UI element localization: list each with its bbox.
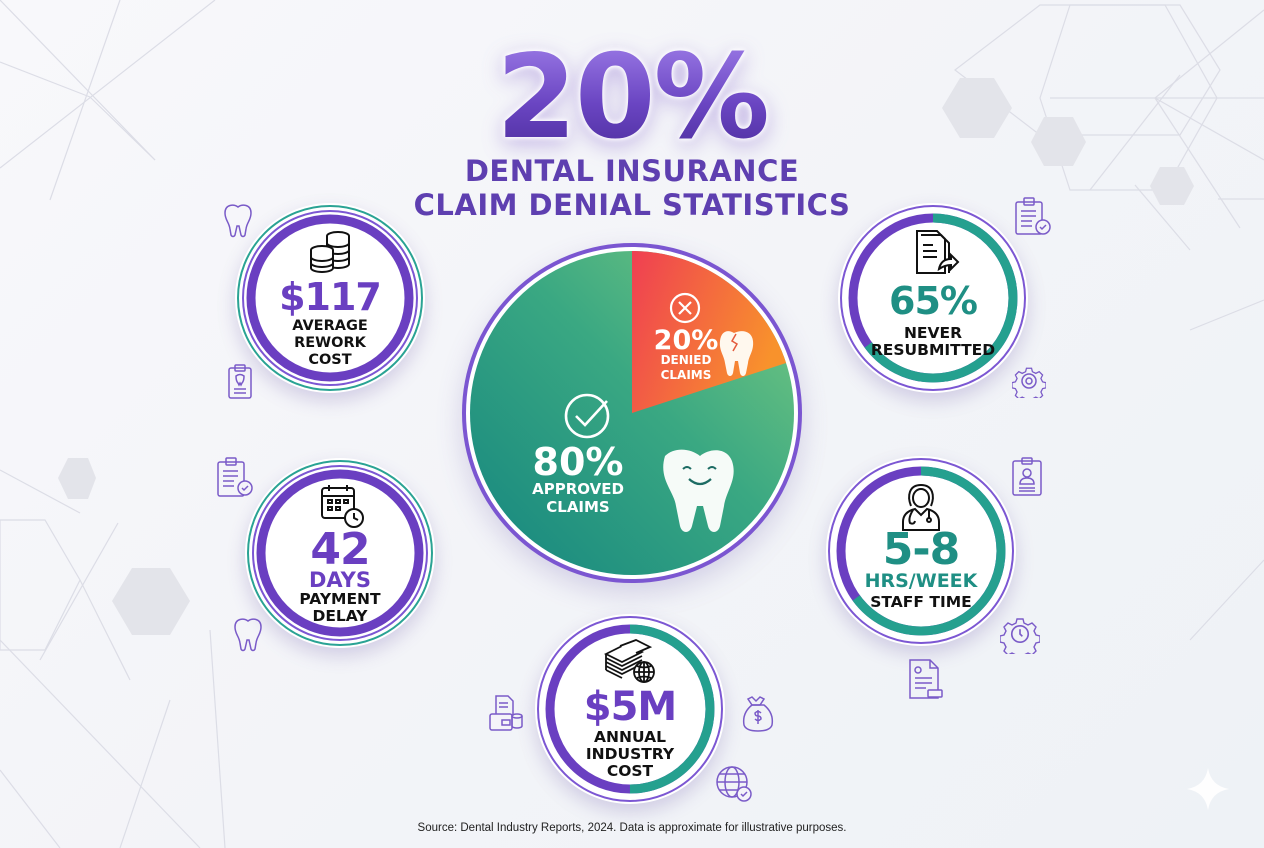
- stat-value: $5M: [583, 684, 677, 730]
- approved-label-line-2: CLAIMS: [546, 498, 610, 516]
- stat-ring: [247, 460, 433, 646]
- source-footnote: Source: Dental Industry Reports, 2024. D…: [417, 822, 847, 834]
- denied-label: DENIED CLAIMS: [648, 353, 724, 383]
- stat-label-line-2: INDUSTRY: [585, 745, 675, 763]
- clipboard-check-icon: [217, 457, 253, 497]
- broken-tooth-icon: [719, 331, 754, 376]
- stat-label-line-2: REWORK: [294, 335, 366, 351]
- stat-card-industry-cost: $5M ANNUAL INDUSTRY COST: [535, 614, 725, 804]
- stat-label: AVERAGE REWORK COST: [235, 318, 425, 369]
- doctor-icon: [902, 483, 940, 531]
- headline-percentage: 20%: [0, 40, 1264, 156]
- stat-label-line-1: AVERAGE: [292, 318, 368, 334]
- stat-card-never-resubmitted: 65% NEVER RESUBMITTED: [838, 203, 1028, 393]
- denied-label-line-2: CLAIMS: [660, 368, 712, 382]
- stat-label-line-2: RESUBMITTED: [870, 341, 996, 359]
- stat-label-line-1: NEVER: [903, 324, 963, 342]
- approved-percentage: 80%: [532, 440, 624, 484]
- wallet-document-icon: [489, 695, 523, 731]
- pie-graphic: [470, 251, 794, 575]
- stat-label: ANNUAL INDUSTRY COST: [535, 729, 725, 780]
- approved-label-line-1: APPROVED: [532, 480, 624, 498]
- stat-ring: [840, 205, 1026, 391]
- stat-label: NEVER RESUBMITTED: [838, 325, 1028, 359]
- calendar-clock-icon: [321, 485, 364, 528]
- stat-label-line-1: PAYMENT: [299, 590, 381, 608]
- document-share-icon: [916, 230, 960, 274]
- subtitle-line-1: DENTAL INSURANCE: [464, 154, 800, 188]
- tooth-outline-icon: [234, 618, 262, 652]
- page-title: DENTAL INSURANCE CLAIM DENIAL STATISTICS: [0, 154, 1264, 222]
- denied-percentage: 20%: [653, 325, 719, 356]
- globe-check-icon: [716, 766, 752, 802]
- clipboard-check-icon: [1015, 197, 1051, 235]
- stat-value: 42: [310, 524, 370, 575]
- money-bag-icon: [742, 696, 774, 732]
- stat-ring: [537, 616, 723, 802]
- stat-value: 5-8: [882, 524, 961, 575]
- coin-stacks-icon: [310, 231, 350, 273]
- stat-unit: DAYS: [308, 568, 371, 592]
- denied-label-line-1: DENIED: [660, 353, 712, 367]
- stat-label-line-1: ANNUAL: [594, 728, 666, 746]
- stat-ring: [237, 205, 423, 391]
- stat-label: PAYMENT DELAY: [245, 591, 435, 625]
- gear-clock-icon: [1000, 618, 1040, 654]
- stat-card-staff-time: 5-8 HRS/WEEK STAFF TIME: [826, 456, 1016, 646]
- money-globe-icon: [603, 639, 655, 683]
- stat-label-line-2: DELAY: [312, 607, 368, 625]
- check-circle-icon: [564, 393, 610, 439]
- stat-label: STAFF TIME: [826, 594, 1016, 611]
- x-circle-icon: [669, 292, 701, 324]
- stat-label-line-3: COST: [606, 762, 654, 780]
- stat-unit: HRS/WEEK: [864, 570, 978, 592]
- stat-card-rework-cost: $117 AVERAGE REWORK COST: [235, 203, 425, 393]
- stat-label-line-1: STAFF TIME: [870, 593, 972, 611]
- stat-value: 65%: [889, 279, 978, 323]
- gear-icon: [1012, 367, 1046, 398]
- stat-value: $117: [279, 275, 382, 319]
- patient-clipboard-icon: [1012, 457, 1042, 496]
- tooth-outline-icon: [224, 204, 252, 238]
- stat-label-line-3: COST: [308, 352, 352, 368]
- subtitle-line-2: CLAIM DENIAL STATISTICS: [413, 188, 851, 222]
- medical-document-icon: [909, 659, 943, 699]
- denied-slice: [632, 251, 787, 413]
- smiling-tooth-icon: [663, 449, 734, 532]
- dental-clipboard-icon: [228, 364, 252, 399]
- approved-label: APPROVED CLAIMS: [518, 480, 638, 516]
- claims-pie-chart: 20% DENIED CLAIMS 80% APPROVED CLAIMS: [462, 243, 802, 583]
- stat-ring: [828, 458, 1014, 644]
- stat-card-payment-delay: 42 DAYS PAYMENT DELAY: [245, 458, 435, 648]
